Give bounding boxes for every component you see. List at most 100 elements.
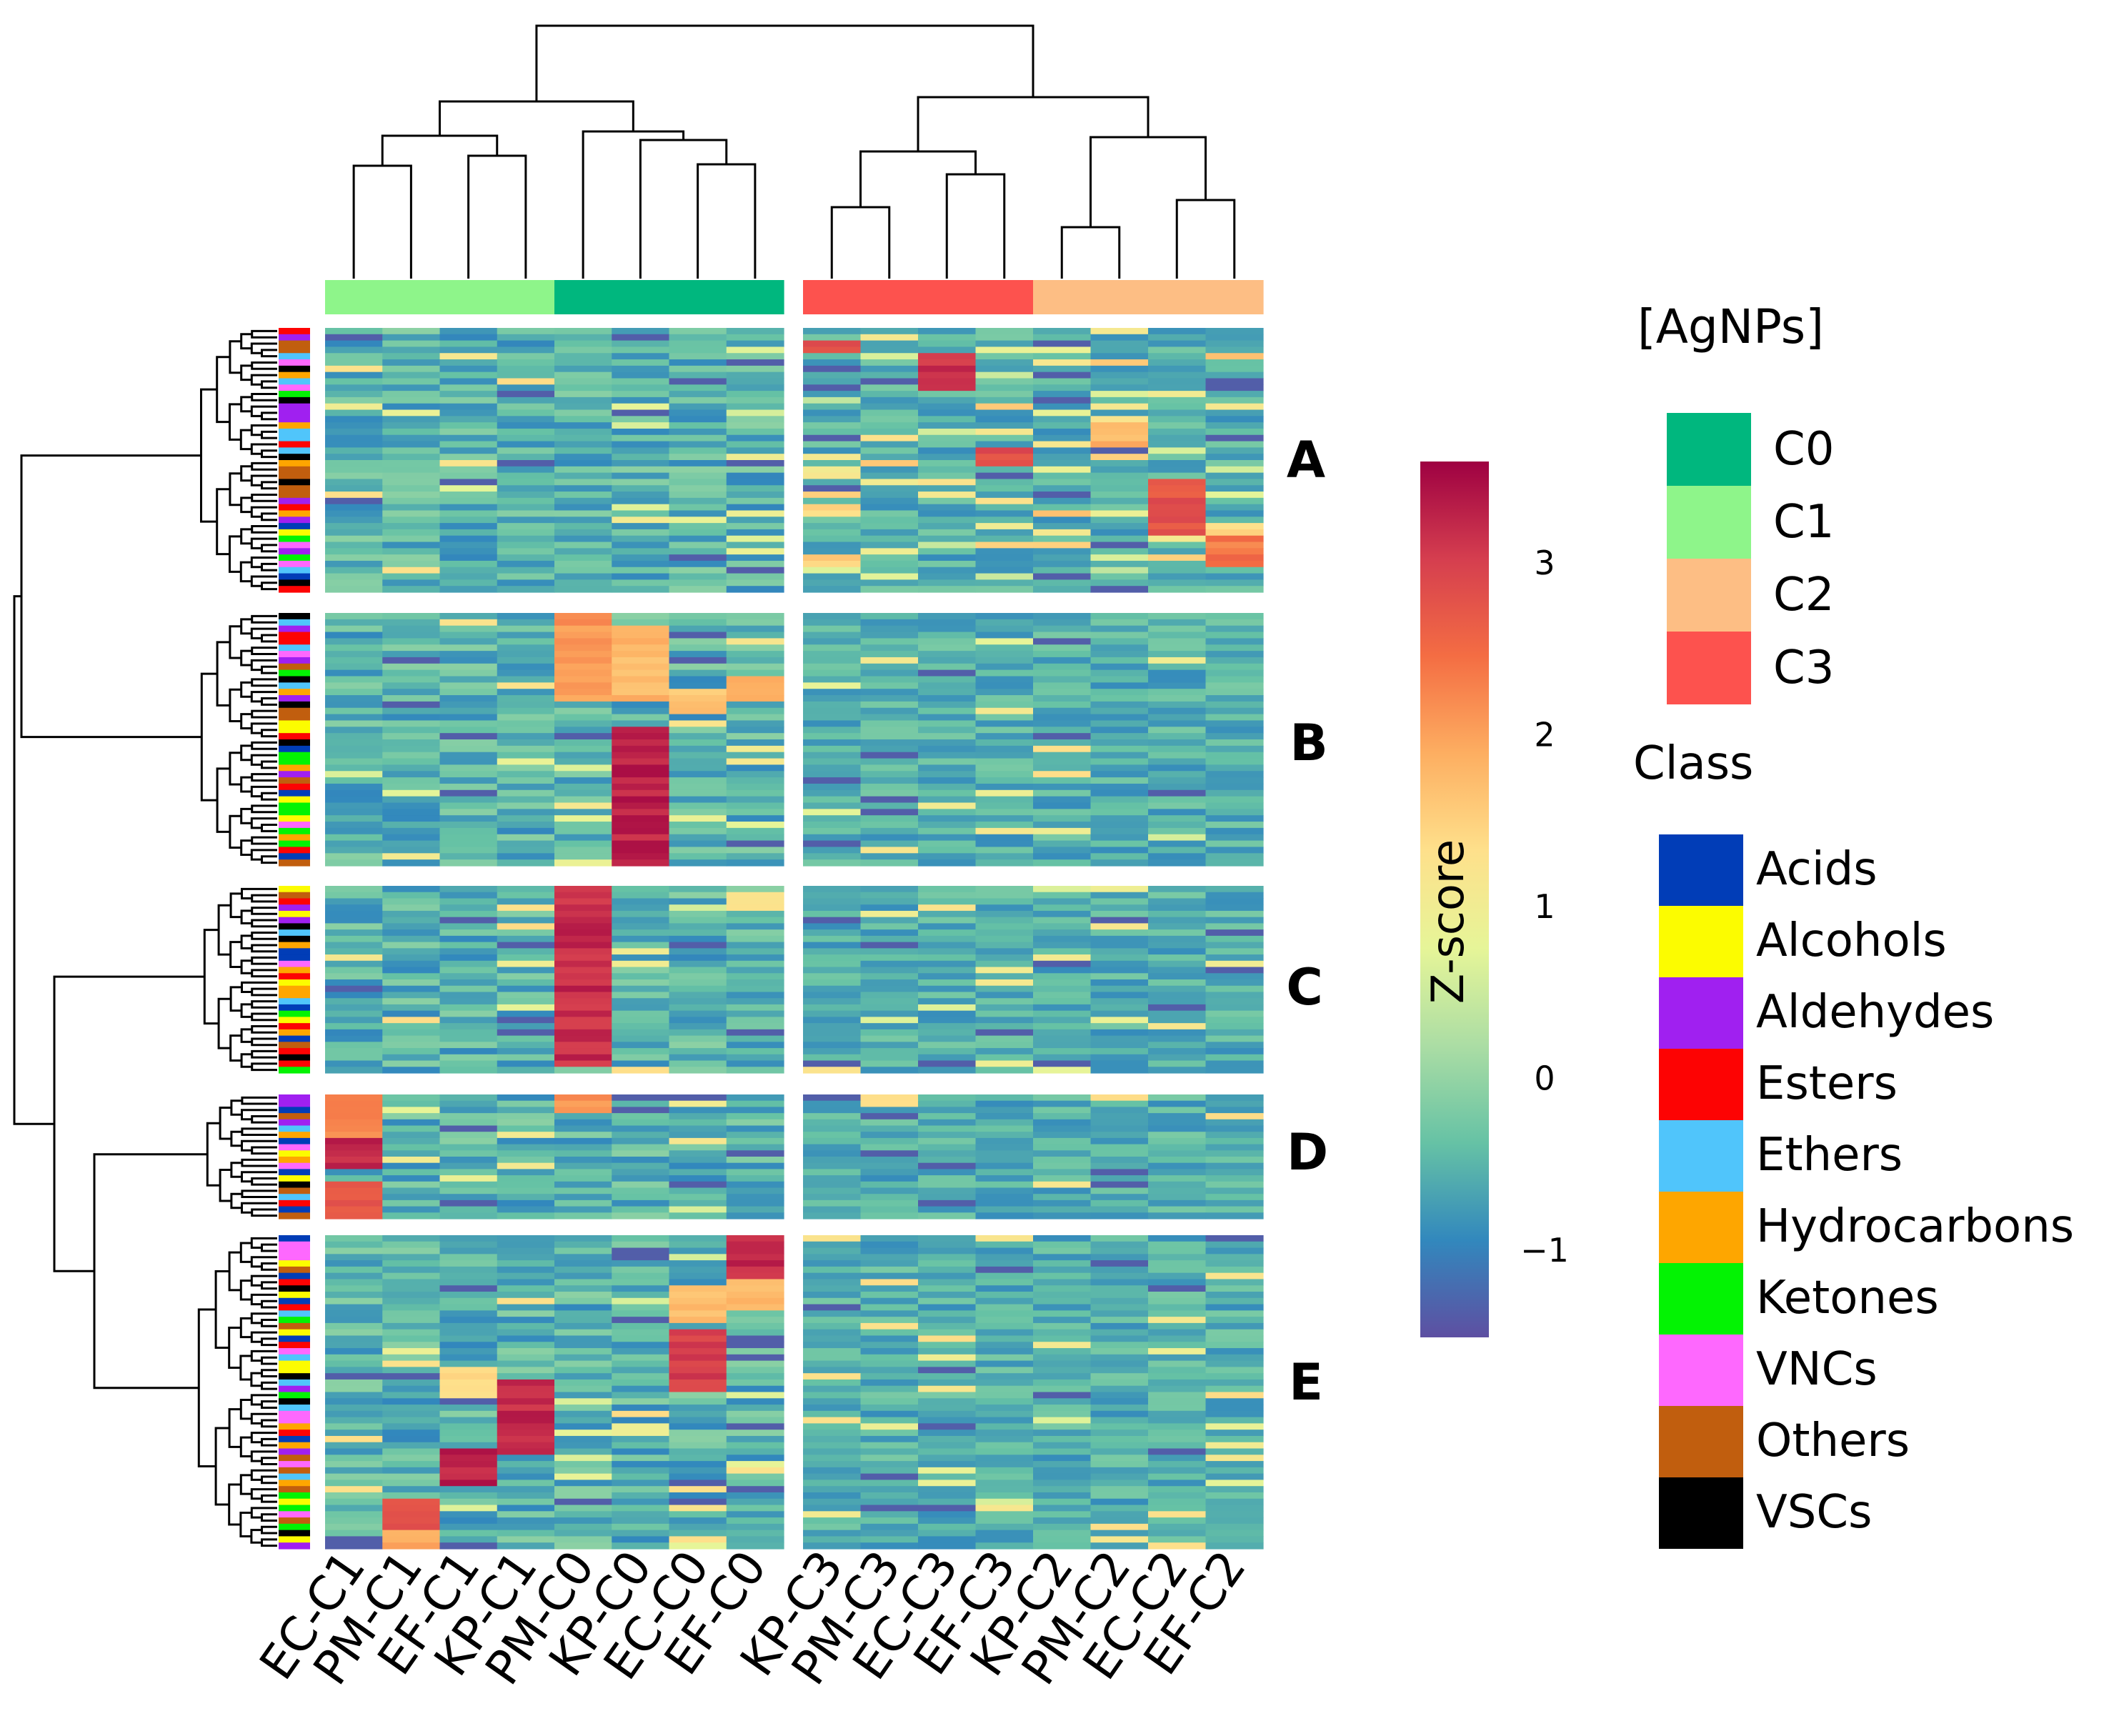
heatmap-cell (726, 802, 784, 809)
heatmap-cell (612, 638, 670, 645)
legend-swatch-ethers (1659, 1120, 1743, 1192)
heatmap-cell (1148, 1373, 1207, 1380)
heatmap-cell (1033, 1354, 1092, 1362)
heatmap-cell (975, 1423, 1034, 1430)
heatmap-cell (325, 510, 383, 517)
heatmap-cell (860, 353, 919, 360)
heatmap-cell (1033, 1241, 1092, 1249)
heatmap-cell (1205, 625, 1264, 633)
heatmap-cell (382, 1335, 441, 1342)
heatmap-cell (325, 560, 383, 568)
heatmap-cell (726, 1448, 784, 1455)
class-cell (279, 548, 310, 555)
heatmap-cell (439, 1125, 498, 1132)
heatmap-cell (975, 619, 1034, 627)
heatmap-cell (497, 783, 555, 791)
heatmap-cell (975, 783, 1034, 791)
heatmap-cell (1090, 777, 1149, 784)
heatmap-cell (382, 535, 441, 543)
heatmap-cell (439, 651, 498, 658)
heatmap-cell (497, 960, 555, 968)
heatmap-cell (860, 1285, 919, 1292)
heatmap-cell (918, 510, 977, 517)
heatmap-cell (497, 365, 555, 373)
heatmap-cell (439, 1435, 498, 1443)
heatmap-cell (726, 892, 784, 899)
heatmap-cell (669, 638, 727, 645)
heatmap-cell (803, 1536, 862, 1543)
heatmap-cell (975, 1310, 1034, 1317)
row-dendrogram-branch (261, 855, 277, 864)
heatmap-cell (860, 1410, 919, 1418)
row-dendrogram-branch (261, 1262, 277, 1271)
heatmap-cell (1205, 1187, 1264, 1194)
heatmap-cell (1205, 720, 1264, 727)
heatmap-cell (612, 1119, 670, 1127)
row-dendrogram-branch (250, 817, 277, 829)
heatmap-cell (1033, 1379, 1092, 1387)
heatmap-cell (918, 1212, 977, 1219)
heatmap-cell (325, 1360, 383, 1367)
row-dendrogram-branch (229, 752, 241, 786)
heatmap-cell (918, 942, 977, 949)
heatmap-cell (439, 428, 498, 436)
heatmap-cell (554, 1410, 612, 1418)
heatmap-cell (669, 1511, 727, 1518)
heatmap-cell (1148, 391, 1207, 398)
heatmap-cell (1148, 1310, 1207, 1317)
heatmap-cell (1033, 669, 1092, 677)
heatmap-cell (1148, 567, 1207, 574)
heatmap-cell (918, 1029, 977, 1037)
heatmap-cell (612, 1367, 670, 1374)
heatmap-cell (554, 1385, 612, 1393)
heatmap-cell (726, 1480, 784, 1487)
heatmap-cell (325, 973, 383, 980)
heatmap-cell (1033, 492, 1092, 499)
heatmap-cell (1205, 745, 1264, 753)
heatmap-cell (612, 416, 670, 423)
heatmap-cell (975, 1297, 1034, 1305)
heatmap-cell (803, 1137, 862, 1145)
heatmap-cell (1205, 917, 1264, 924)
heatmap-cell (1148, 822, 1207, 829)
heatmap-cell (918, 434, 977, 442)
row-dendrogram-branch (20, 454, 202, 739)
heatmap-cell (1148, 967, 1207, 974)
heatmap-cell (1033, 510, 1092, 517)
heatmap-cell (860, 979, 919, 987)
heatmap-cell (325, 1169, 383, 1176)
heatmap-cell (1148, 1297, 1207, 1305)
heatmap-cell (1033, 1125, 1092, 1132)
heatmap-cell (726, 1125, 784, 1132)
heatmap-cell (975, 1048, 1034, 1055)
class-cell (279, 1348, 310, 1355)
heatmap-cell (918, 998, 977, 1005)
heatmap-cell (1148, 1094, 1207, 1102)
heatmap-cell (918, 1107, 977, 1114)
heatmap-cell (497, 827, 555, 835)
heatmap-cell (554, 1292, 612, 1299)
heatmap-cell (382, 1150, 441, 1157)
heatmap-cell (1205, 1542, 1264, 1550)
heatmap-cell (860, 942, 919, 949)
class-cell (279, 460, 310, 467)
heatmap-cell (975, 416, 1034, 423)
heatmap-cell (1148, 1175, 1207, 1182)
heatmap-cell (803, 783, 862, 791)
heatmap-cell (382, 1004, 441, 1012)
heatmap-cell (860, 771, 919, 778)
heatmap-cell (669, 714, 727, 722)
heatmap-cell (1205, 529, 1264, 537)
heatmap-cell (918, 353, 977, 360)
heatmap-cell (860, 1137, 919, 1145)
heatmap-cell (554, 625, 612, 633)
heatmap-cell (439, 346, 498, 354)
heatmap-cell (554, 752, 612, 759)
heatmap-cell (975, 689, 1034, 696)
heatmap-cell (1033, 1137, 1092, 1145)
heatmap-cell (325, 353, 383, 360)
heatmap-cell (975, 567, 1034, 574)
heatmap-cell (1033, 1067, 1092, 1074)
column-labels: EC-C1PM-C1EF-C1KP-C1PM-C0KP-C0EC-C0EF-C0… (249, 1541, 1257, 1695)
heatmap-cell (975, 1054, 1034, 1062)
